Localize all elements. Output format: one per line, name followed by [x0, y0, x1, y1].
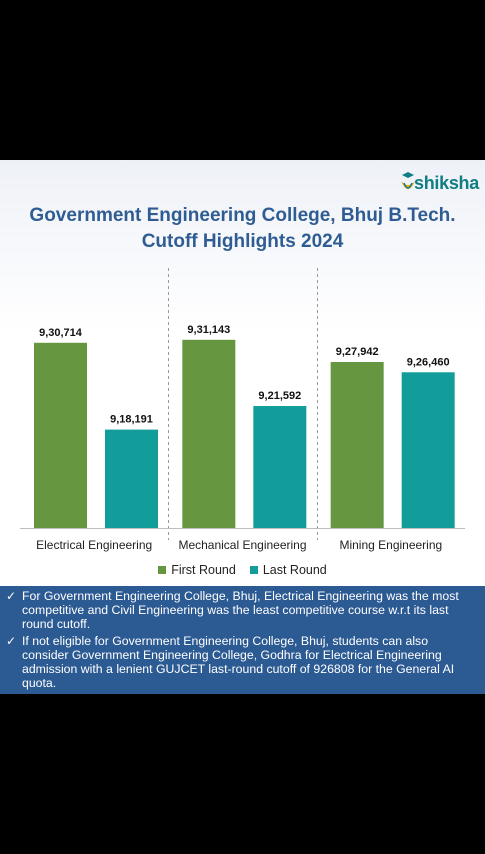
shiksha-logo: shiksha — [398, 165, 482, 199]
check-icon: ✓ — [6, 633, 17, 648]
data-label: 9,18,191 — [110, 414, 153, 426]
note-item: ✓ If not eligible for Government Enginee… — [6, 634, 475, 691]
bar — [401, 372, 455, 528]
data-label: 9,21,592 — [258, 390, 301, 402]
bar — [105, 429, 158, 528]
check-icon: ✓ — [6, 589, 17, 603]
note-text: If not eligible for Government Engineeri… — [22, 633, 455, 691]
category-label: Electrical Engineering — [36, 538, 152, 552]
bar — [330, 362, 384, 528]
legend-item-first-round: First Round — [158, 562, 236, 578]
bar — [253, 406, 307, 528]
note-item: ✓ For Government Engineering College, Bh… — [6, 589, 475, 632]
chart-title-line-1: Government Engineering College, Bhuj B.T… — [29, 205, 456, 226]
data-label: 9,26,460 — [407, 356, 450, 368]
legend-swatch-first-round — [158, 566, 167, 574]
chart-title: Government Engineering College, Bhuj B.T… — [20, 203, 465, 255]
legend-swatch-last-round — [249, 566, 258, 574]
data-label: 9,31,143 — [187, 324, 230, 336]
chart-legend: First Round Last Round — [0, 562, 485, 578]
chart-title-line-2: Cutoff Highlights 2024 — [141, 231, 344, 252]
data-label: 9,30,714 — [39, 327, 83, 339]
legend-label-first-round: First Round — [171, 563, 236, 577]
notes-panel: ✓ For Government Engineering College, Bh… — [0, 586, 485, 694]
category-label: Mining Engineering — [339, 538, 442, 552]
bar — [34, 342, 87, 528]
shiksha-logo-text: shiksha — [414, 173, 479, 193]
legend-item-last-round: Last Round — [249, 562, 327, 578]
bar — [182, 339, 236, 528]
legend-label-last-round: Last Round — [262, 563, 327, 577]
bar-chart: 9,30,714 9,18,191 Electrical Engineering 9,… — [20, 268, 465, 552]
data-label: 9,27,942 — [336, 346, 379, 358]
note-text: For Government Engineering College, Bhuj… — [22, 589, 459, 632]
shiksha-logo-icon — [401, 172, 415, 189]
category-label: Mechanical Engineering — [178, 538, 306, 552]
